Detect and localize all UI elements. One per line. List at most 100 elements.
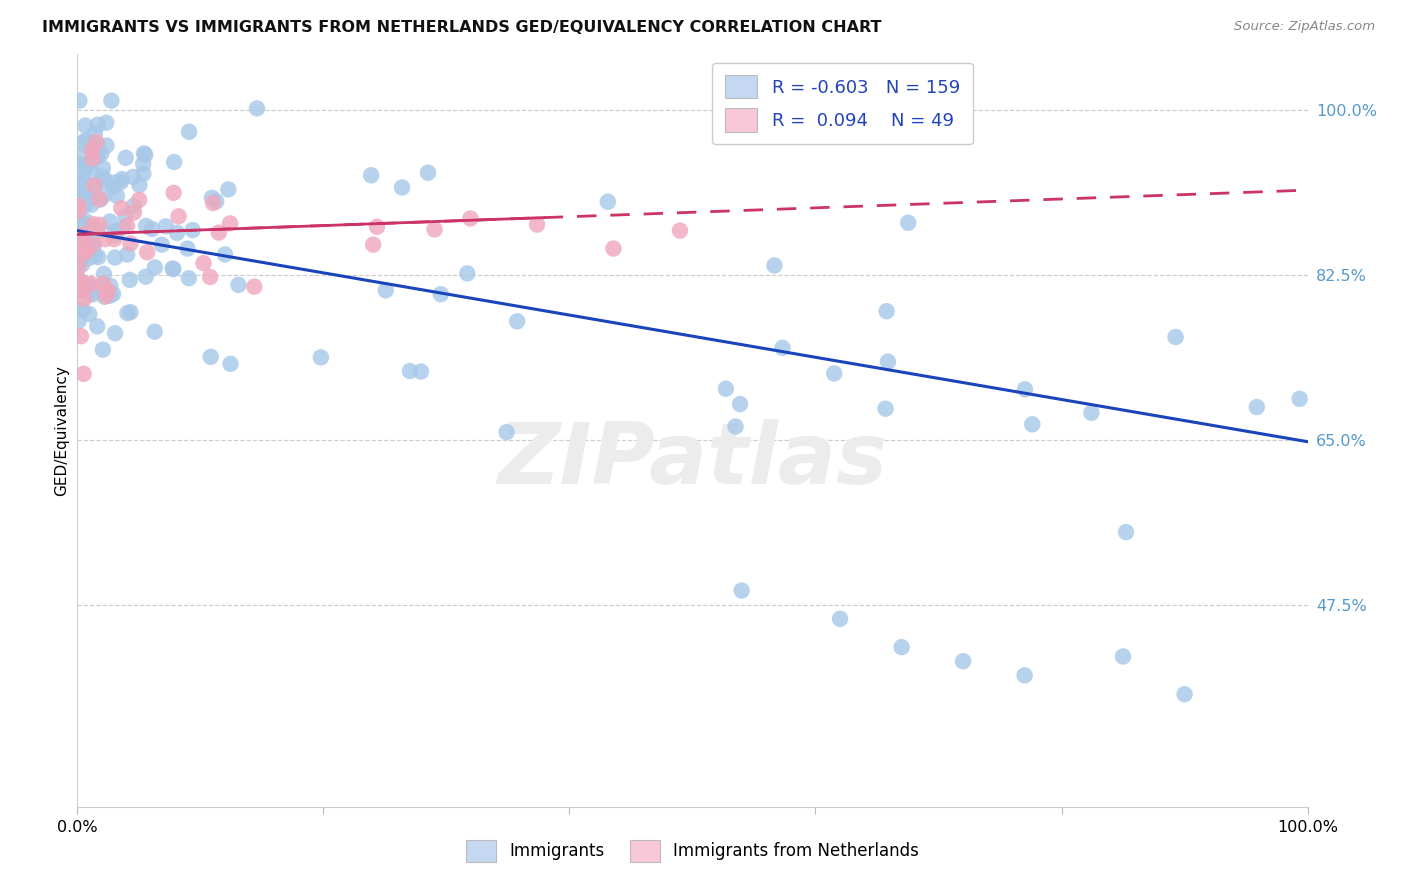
Point: [877, 354, 900, 368]
Point: [374, 283, 396, 297]
Point: [219, 216, 242, 230]
Point: [91, 277, 114, 292]
Point: [67, 199, 90, 213]
Point: [83, 236, 105, 251]
Point: [70, 136, 93, 150]
Point: [391, 180, 413, 194]
Point: [181, 223, 204, 237]
Point: [167, 210, 190, 224]
Point: [602, 242, 624, 256]
Point: [460, 211, 482, 226]
Point: [114, 209, 136, 223]
Point: [67, 147, 90, 161]
Point: [104, 251, 127, 265]
Point: [876, 304, 898, 318]
Point: [67, 229, 90, 244]
Point: [495, 425, 517, 439]
Point: [360, 168, 382, 182]
Point: [228, 277, 250, 292]
Point: [246, 102, 269, 116]
Point: [105, 189, 128, 203]
Point: [897, 216, 920, 230]
Point: [77, 287, 100, 301]
Point: [96, 138, 118, 153]
Point: [772, 341, 794, 355]
Point: [76, 234, 98, 248]
Point: [1288, 392, 1310, 406]
Point: [75, 133, 97, 147]
Point: [73, 176, 96, 190]
Point: [162, 261, 184, 276]
Point: [198, 270, 221, 285]
Point: [83, 282, 105, 296]
Point: [70, 248, 93, 262]
Point: [104, 224, 127, 238]
Point: [416, 166, 439, 180]
Point: [100, 94, 122, 108]
Point: [98, 288, 121, 302]
Point: [120, 236, 142, 251]
Point: [82, 152, 104, 166]
Point: [70, 281, 93, 295]
Text: Source: ZipAtlas.com: Source: ZipAtlas.com: [1234, 20, 1375, 33]
Point: [150, 237, 173, 252]
Point: [361, 237, 384, 252]
Point: [79, 141, 101, 155]
Point: [104, 326, 127, 341]
Point: [67, 184, 90, 198]
Point: [93, 172, 115, 186]
Point: [596, 194, 619, 209]
Point: [73, 280, 96, 294]
Point: [155, 219, 177, 234]
Point: [70, 257, 93, 271]
Y-axis label: GED/Equivalency: GED/Equivalency: [53, 365, 69, 496]
Point: [67, 260, 90, 275]
Point: [84, 135, 107, 149]
Point: [86, 222, 108, 236]
Point: [69, 188, 91, 202]
Point: [823, 367, 845, 381]
Point: [208, 226, 231, 240]
Point: [72, 302, 94, 317]
Point: [309, 351, 332, 365]
Text: IMMIGRANTS VS IMMIGRANTS FROM NETHERLANDS GED/EQUIVALENCY CORRELATION CHART: IMMIGRANTS VS IMMIGRANTS FROM NETHERLAND…: [42, 20, 882, 35]
Point: [89, 218, 111, 232]
Point: [67, 94, 90, 108]
Point: [830, 612, 852, 626]
Point: [89, 193, 111, 207]
Point: [86, 118, 108, 132]
Point: [67, 272, 90, 286]
Point: [177, 125, 200, 139]
Point: [136, 245, 159, 260]
Point: [669, 223, 692, 237]
Point: [952, 654, 974, 668]
Text: ZIPatlas: ZIPatlas: [498, 419, 887, 502]
Point: [135, 219, 157, 233]
Point: [82, 239, 104, 253]
Point: [79, 251, 101, 265]
Point: [75, 227, 97, 242]
Point: [90, 146, 112, 161]
Point: [97, 284, 120, 298]
Point: [86, 319, 108, 334]
Point: [73, 233, 96, 247]
Point: [724, 419, 747, 434]
Point: [193, 256, 215, 270]
Point: [890, 640, 912, 654]
Point: [166, 226, 188, 240]
Point: [176, 242, 198, 256]
Point: [714, 382, 737, 396]
Point: [93, 290, 115, 304]
Point: [132, 146, 155, 161]
Point: [75, 119, 97, 133]
Point: [91, 277, 114, 291]
Point: [506, 314, 529, 328]
Point: [67, 204, 90, 219]
Point: [67, 276, 90, 290]
Point: [67, 157, 90, 171]
Point: [115, 219, 138, 233]
Point: [76, 277, 98, 291]
Point: [122, 169, 145, 184]
Point: [526, 218, 548, 232]
Point: [72, 245, 94, 260]
